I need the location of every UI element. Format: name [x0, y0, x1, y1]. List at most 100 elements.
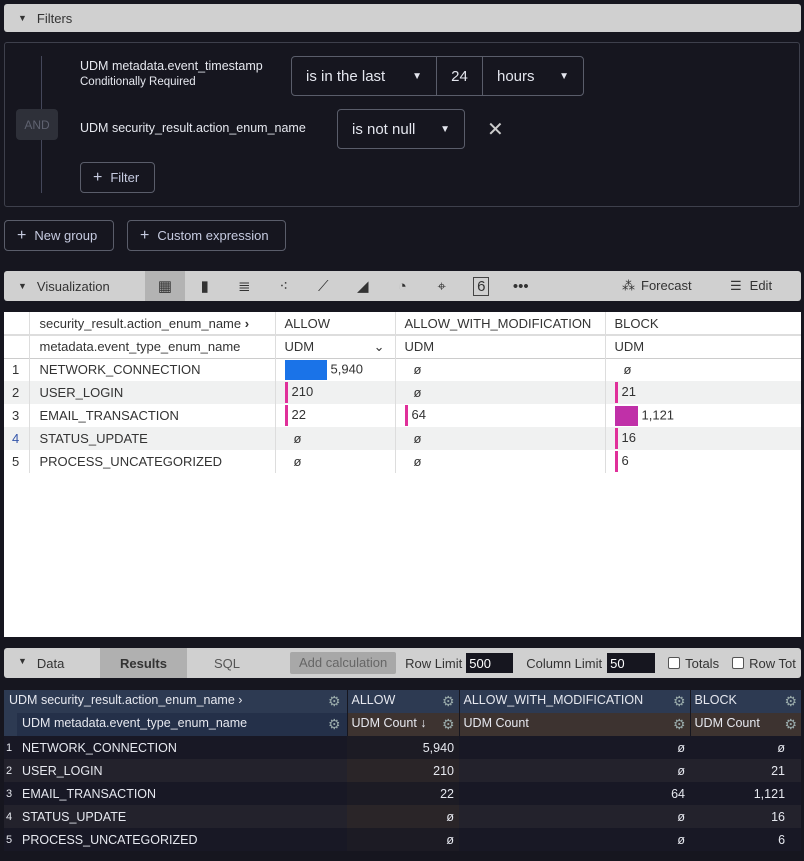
- visualization-panel: security_result.action_enum_name › ALLOW A…: [4, 312, 801, 637]
- row-index: 3: [6, 787, 13, 800]
- edit-button[interactable]: ☰ Edit: [730, 278, 773, 293]
- data-toggle[interactable]: ▼ Data: [18, 655, 65, 671]
- gear-icon[interactable]: ⚙: [327, 716, 341, 732]
- column-header: ALLOW: [274, 312, 395, 335]
- value-cell: 5,940: [274, 358, 395, 381]
- row-label: PROCESS_UNCATEGORIZED: [39, 454, 223, 469]
- gear-icon[interactable]: ⚙: [327, 693, 341, 709]
- value-bar: [404, 405, 408, 426]
- row-header: UDM metadata.event_type_enum_name ⚙: [17, 713, 348, 736]
- single-value-icon[interactable]: 6: [462, 271, 502, 301]
- row-label: NETWORK_CONNECTION: [39, 362, 201, 378]
- gear-icon[interactable]: ⚙: [672, 716, 686, 732]
- value-cell: ø: [604, 358, 801, 381]
- remove-filter-icon[interactable]: ✕: [487, 119, 504, 141]
- row-header: metadata.event_type_enum_name: [39, 339, 241, 355]
- gear-icon[interactable]: ⚙: [441, 716, 455, 732]
- value-cell: ø: [677, 832, 686, 847]
- unit-select[interactable]: hours ▼: [482, 56, 584, 96]
- column-header: ALLOW ⚙: [346, 690, 460, 713]
- gear-icon[interactable]: ⚙: [784, 693, 798, 709]
- add-filter-button[interactable]: + Filter: [80, 162, 155, 193]
- index-header: [4, 335, 30, 358]
- operator-select[interactable]: is not null ▼: [337, 109, 465, 149]
- filter-field-label: UDM security_result.action_enum_name: [80, 121, 306, 135]
- results-panel: UDM security_result.action_enum_name › ⚙ A…: [4, 690, 802, 851]
- value-cell: ø: [394, 381, 605, 404]
- row-label: EMAIL_TRANSACTION: [22, 786, 157, 801]
- scatter-icon[interactable]: ⁖: [279, 278, 289, 295]
- value-cell: ø: [394, 450, 605, 473]
- value-cell: 1,121: [753, 786, 786, 801]
- collapse-caret-icon: ▼: [18, 655, 27, 666]
- pivot-header: UDM security_result.action_enum_name › ⚙: [9, 693, 341, 709]
- value-cell: 5,940: [347, 736, 460, 759]
- visualization-table: security_result.action_enum_name › ALLOW A…: [4, 312, 801, 473]
- row-totals-checkbox[interactable]: [732, 657, 745, 669]
- gear-icon[interactable]: ⚙: [784, 716, 798, 732]
- value-cell: 16: [771, 809, 786, 824]
- table-row: 3 EMAIL_TRANSACTION 22 64 1,121: [4, 404, 801, 427]
- row-index: 4: [6, 810, 13, 823]
- value-bar: [614, 428, 618, 449]
- gear-icon[interactable]: ⚙: [441, 693, 455, 709]
- value-input[interactable]: 24: [436, 56, 483, 96]
- measure-header: UDM Count ⚙: [689, 713, 802, 736]
- filter-field-label: UDM metadata.event_timestamp Conditional…: [80, 59, 263, 88]
- table-row: 4 STATUS_UPDATE ø ø 16: [4, 427, 801, 450]
- value-bar: [614, 405, 638, 426]
- bar-chart-icon[interactable]: ≣: [237, 278, 251, 295]
- tab-results[interactable]: Results: [100, 648, 187, 678]
- value-cell: 22: [274, 404, 395, 427]
- and-button[interactable]: AND: [16, 109, 58, 140]
- measure-header: UDM Count ⚙: [458, 713, 691, 736]
- row-index: 1: [4, 358, 30, 381]
- row-index: 4: [4, 427, 30, 450]
- gear-icon[interactable]: ⚙: [672, 693, 686, 709]
- tab-sql[interactable]: SQL: [213, 655, 240, 671]
- row-index: 2: [4, 381, 30, 404]
- index-header: [4, 312, 30, 335]
- custom-expression-button[interactable]: + Custom expression: [127, 220, 286, 251]
- table-row: 2 USER_LOGIN 210 ø 21: [4, 759, 802, 782]
- caret-down-icon: ▼: [440, 123, 450, 135]
- pie-chart-icon[interactable]: ◔: [397, 277, 407, 295]
- row-limit-input[interactable]: 500: [466, 653, 514, 673]
- chevron-down-icon[interactable]: ⌄: [373, 338, 385, 354]
- column-limit-input[interactable]: 50: [607, 653, 656, 673]
- table-icon[interactable]: ▦: [145, 271, 185, 301]
- add-calculation-button[interactable]: Add calculation: [290, 652, 397, 674]
- column-chart-icon[interactable]: ▮: [200, 278, 209, 295]
- filters-header[interactable]: ▼ Filters: [4, 4, 801, 32]
- collapse-caret-icon: ▼: [18, 281, 27, 291]
- line-chart-icon[interactable]: ⟋: [317, 277, 329, 295]
- chevron-right-icon: ›: [238, 693, 243, 707]
- measure-header: UDM ⌄: [274, 335, 395, 358]
- value-cell: 22: [347, 782, 460, 805]
- value-cell: 210: [274, 381, 395, 404]
- table-row: 5 PROCESS_UNCATEGORIZED ø ø 6: [4, 828, 802, 851]
- value-bar: [614, 451, 618, 472]
- value-cell: ø: [677, 763, 686, 778]
- map-pin-icon[interactable]: ⌖: [437, 277, 446, 295]
- totals-checkbox[interactable]: [668, 657, 681, 669]
- filter-group: [4, 42, 800, 207]
- table-row: 5 PROCESS_UNCATEGORIZED ø ø 6: [4, 450, 801, 473]
- row-index: 1: [6, 741, 13, 754]
- forecast-button[interactable]: ⁂ Forecast: [622, 278, 692, 293]
- area-chart-icon[interactable]: ◢: [356, 278, 369, 295]
- value-cell: 64: [671, 786, 686, 801]
- column-limit-label: Column Limit: [526, 655, 603, 671]
- row-index: 3: [4, 404, 30, 427]
- value-cell: ø: [677, 740, 686, 755]
- operator-select[interactable]: is in the last ▼: [291, 56, 437, 96]
- row-label: PROCESS_UNCATEGORIZED: [22, 832, 198, 847]
- visualization-toggle[interactable]: ▼ Visualization: [18, 278, 110, 294]
- more-icon[interactable]: •••: [512, 277, 529, 295]
- index-header: [4, 713, 17, 736]
- value-bar: [284, 359, 327, 380]
- value-cell: 16: [604, 427, 801, 450]
- value-bar: [614, 382, 618, 403]
- new-group-button[interactable]: + New group: [4, 220, 114, 251]
- row-totals-label: Row Tot: [749, 655, 796, 671]
